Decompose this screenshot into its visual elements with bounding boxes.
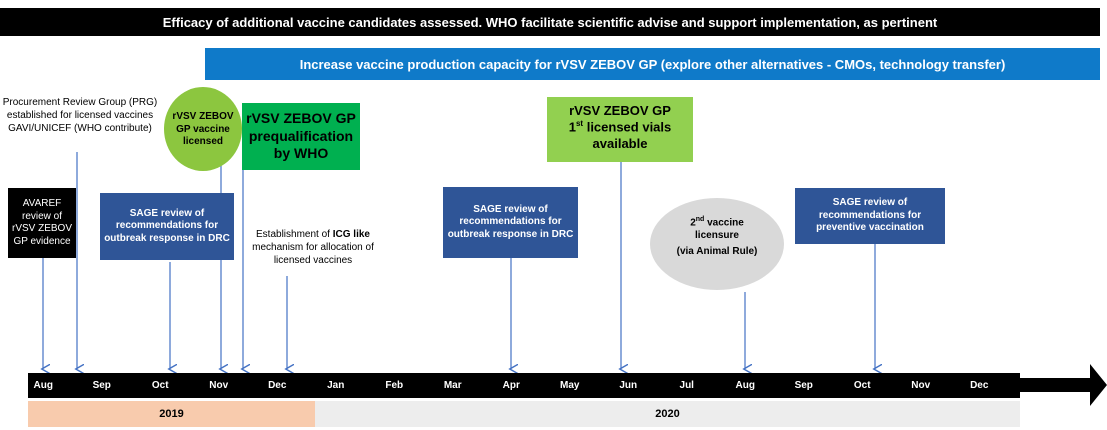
year-band	[315, 401, 1020, 427]
timeline-arrow	[1020, 364, 1107, 406]
event-box: SAGE review of recommendations for outbr…	[100, 193, 234, 260]
text: mechanism for allocation of licensed vac…	[252, 242, 374, 266]
licensed-circle	[164, 87, 242, 171]
month-label: Aug	[33, 380, 53, 391]
text: Establishment of	[256, 229, 333, 240]
month-label: Oct	[151, 380, 169, 391]
text: 2	[690, 217, 696, 229]
text: st	[575, 119, 584, 129]
event-box: AVAREF review of rVSV ZEBOV GP evidence	[8, 188, 76, 258]
licensure-ellipse	[650, 198, 784, 290]
month-label: Aug	[735, 380, 755, 391]
month-label: May	[560, 380, 580, 391]
text: rVSV ZEBOV GP	[569, 103, 671, 118]
month-label: Feb	[385, 380, 404, 391]
event-box: rVSV ZEBOV GP 1st licensed vials availabl…	[547, 97, 693, 162]
month-label: Jan	[327, 380, 345, 391]
month-label: Jun	[619, 380, 638, 391]
month-label: Dec	[268, 380, 287, 391]
event-text: rVSV ZEBOV GP vaccine licensed	[172, 111, 234, 148]
month-label: Nov	[209, 380, 229, 391]
month-label: Sep	[794, 380, 813, 391]
month-label: Dec	[970, 380, 989, 391]
text: ICG like	[332, 229, 370, 240]
month-label: Sep	[92, 380, 111, 391]
text: nd	[695, 216, 705, 223]
year-band	[28, 401, 315, 427]
month-label: Nov	[911, 380, 931, 391]
text: licensed vials available	[583, 119, 672, 151]
year-label: 2020	[655, 408, 680, 420]
month-label: Mar	[443, 380, 462, 391]
event-text: 2nd vaccine licensure (via Animal Rule)	[668, 212, 766, 276]
banner: Efficacy of additional vaccine candidate…	[0, 8, 1100, 36]
text: vaccine licensure	[695, 217, 744, 241]
month-label: Jul	[679, 380, 694, 391]
event-box: SAGE review of recommendations for preve…	[795, 188, 945, 244]
month-label: Oct	[853, 380, 871, 391]
text: (via Animal Rule)	[676, 246, 758, 258]
month-label: Apr	[502, 380, 520, 391]
event-text: Procurement Review Group (PRG) establish…	[2, 96, 158, 134]
event-box: SAGE review of recommendations for outbr…	[443, 187, 578, 258]
event-text: Establishment of ICG like mechanism for …	[252, 226, 374, 274]
text: 1	[568, 119, 576, 135]
event-box: rVSV ZEBOV GP prequalification by WHO	[242, 103, 360, 170]
timeline-bar	[28, 373, 1020, 398]
year-label: 2019	[159, 408, 184, 420]
banner: Increase vaccine production capacity for…	[205, 48, 1100, 80]
